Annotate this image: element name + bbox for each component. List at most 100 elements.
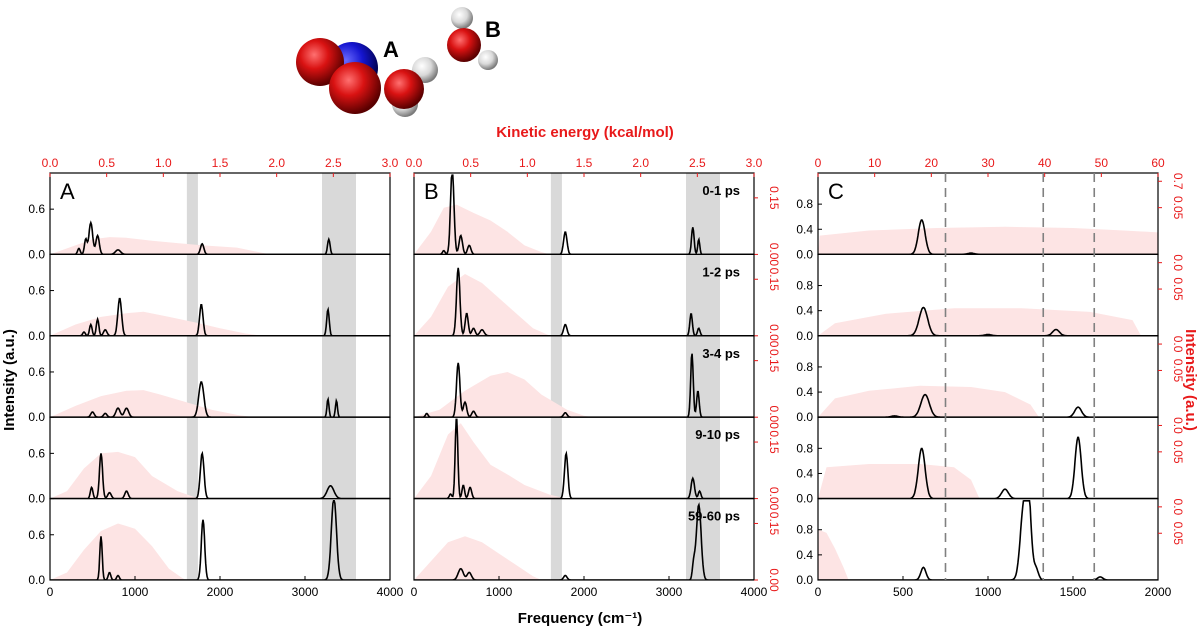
x-tick-label: 1000: [975, 585, 1002, 599]
x-tick-label: 2000: [207, 585, 234, 599]
top-tick-label: 1.5: [576, 156, 593, 170]
right-tick-label: 0.00: [767, 324, 781, 348]
top-tick-label: 1.0: [519, 156, 536, 170]
right-tick-label: 0.05: [1171, 522, 1185, 546]
time-window-label: 59-60 ps: [688, 509, 740, 524]
y-tick-label: 0.6: [28, 528, 45, 542]
spectra-panels: 0.00.60.00.60.00.60.00.60.00.60 1000 2000 3…: [28, 156, 1185, 599]
right-tick-label: 0.15: [767, 349, 781, 373]
time-window-label: 1-2 ps: [702, 264, 740, 279]
right-tick-label: 0.7: [1171, 173, 1185, 190]
top-tick-label: 10: [868, 156, 882, 170]
top-tick-label: 2.5: [325, 156, 342, 170]
y-tick-label: 0.6: [28, 446, 45, 460]
y-tick-label: 0.4: [796, 548, 813, 562]
right-tick-label: 0.15: [767, 430, 781, 454]
x-tick-label: 1000: [486, 585, 513, 599]
spectrum-line: [414, 267, 754, 336]
spectrum-row: [414, 267, 754, 336]
kinetic-energy-fill: [50, 390, 254, 418]
top-tick-label: 50: [1095, 156, 1109, 170]
top-tick-label: 60: [1151, 156, 1165, 170]
y-tick-label: 0.6: [28, 365, 45, 379]
kinetic-energy-fill: [818, 464, 980, 499]
panel-b: 0.000.150-1 ps0.000.151-2 ps0.000.153-4 …: [406, 156, 781, 599]
x-tick-label: 0: [47, 585, 54, 599]
right-tick-label: 0.05: [1171, 359, 1185, 383]
top-tick-label: 1.5: [212, 156, 229, 170]
y-tick-label: 0.4: [796, 385, 813, 399]
y-tick-label: 0.0: [28, 492, 45, 506]
top-tick-label: 3.0: [382, 156, 399, 170]
molecule-oxygen-atom: [447, 28, 481, 62]
y-tick-label: 0.0: [28, 410, 45, 424]
y-tick-label: 0.0: [28, 573, 45, 587]
x-tick-label: 4000: [377, 585, 404, 599]
y-tick-label: 0.0: [28, 247, 45, 261]
y-tick-label: 0.6: [28, 202, 45, 216]
molecule-label-b: B: [485, 17, 501, 42]
top-tick-label: 0.0: [42, 156, 59, 170]
y-tick-label: 0.4: [796, 222, 813, 236]
right-tick-label: 0.0: [1171, 336, 1185, 353]
panel-letter: C: [828, 179, 844, 204]
panel-c: 0.0 0.4 0.8 0.05 0.7 0.0 0.4 0.8 0.05 0.0 0.0 0.4 0.…: [796, 156, 1185, 599]
panel-letter: B: [424, 179, 439, 204]
x-tick-label: 1000: [122, 585, 149, 599]
x-tick-label: 2000: [571, 585, 598, 599]
y-tick-label: 0.4: [796, 466, 813, 480]
right-tick-label: 0.05: [1171, 196, 1185, 220]
spectrum-row: [818, 500, 1158, 581]
x-tick-label: 4000: [741, 585, 768, 599]
bottom-axis-title: Frequency (cm⁻¹): [518, 610, 643, 627]
right-tick-label: 0.00: [767, 568, 781, 592]
top-tick-label: 0: [815, 156, 822, 170]
left-axis-title: Intensity (a.u.): [1, 329, 18, 431]
top-tick-label: 1.0: [155, 156, 172, 170]
kinetic-energy-fill: [50, 523, 186, 580]
top-tick-label: 30: [981, 156, 995, 170]
spectrum-line: [818, 306, 1158, 336]
right-tick-label: 0.00: [767, 487, 781, 511]
time-window-label: 3-4 ps: [702, 346, 740, 361]
x-tick-label: 500: [893, 585, 913, 599]
y-tick-label: 0.0: [796, 329, 813, 343]
spectrum-row: [818, 306, 1158, 336]
right-tick-label: 0.0: [1171, 499, 1185, 516]
y-tick-label: 0.8: [796, 441, 813, 455]
top-tick-label: 0.5: [462, 156, 479, 170]
right-tick-label: 0.0: [1171, 417, 1185, 434]
y-tick-label: 0.6: [28, 284, 45, 298]
kinetic-energy-fill: [50, 237, 271, 255]
y-tick-label: 0.8: [796, 360, 813, 374]
y-tick-label: 0.8: [796, 279, 813, 293]
right-tick-label: 0.15: [767, 186, 781, 210]
shaded-band: [322, 173, 356, 580]
panel-letter: A: [60, 179, 75, 204]
top-tick-label: 0.5: [98, 156, 115, 170]
shaded-band: [186, 173, 198, 580]
right-tick-label: 0.00: [767, 243, 781, 267]
row-frame: [817, 498, 1159, 581]
spectrum-row: [414, 353, 754, 418]
spectrum-line: [414, 353, 754, 418]
y-tick-label: 0.0: [796, 247, 813, 261]
top-tick-label: 3.0: [746, 156, 763, 170]
top-tick-label: 40: [1038, 156, 1052, 170]
y-tick-label: 0.8: [796, 197, 813, 211]
spectrum-row: [818, 385, 1158, 418]
y-tick-label: 0.0: [796, 492, 813, 506]
kinetic-energy-fill: [818, 226, 1158, 255]
right-tick-label: 0.00: [767, 406, 781, 430]
right-tick-label: 0.05: [1171, 440, 1185, 464]
x-tick-label: 0: [411, 585, 418, 599]
x-tick-label: 3000: [292, 585, 319, 599]
kinetic-energy-fill: [818, 529, 849, 580]
kinetic-energy-fill: [50, 311, 263, 336]
spectrum-row: [818, 436, 1158, 499]
molecule-label-a: A: [383, 37, 399, 62]
time-window-label: 0-1 ps: [702, 183, 740, 198]
spectrum-row: [818, 219, 1158, 255]
y-tick-label: 0.0: [28, 329, 45, 343]
molecule-illustration: A B: [296, 7, 501, 117]
